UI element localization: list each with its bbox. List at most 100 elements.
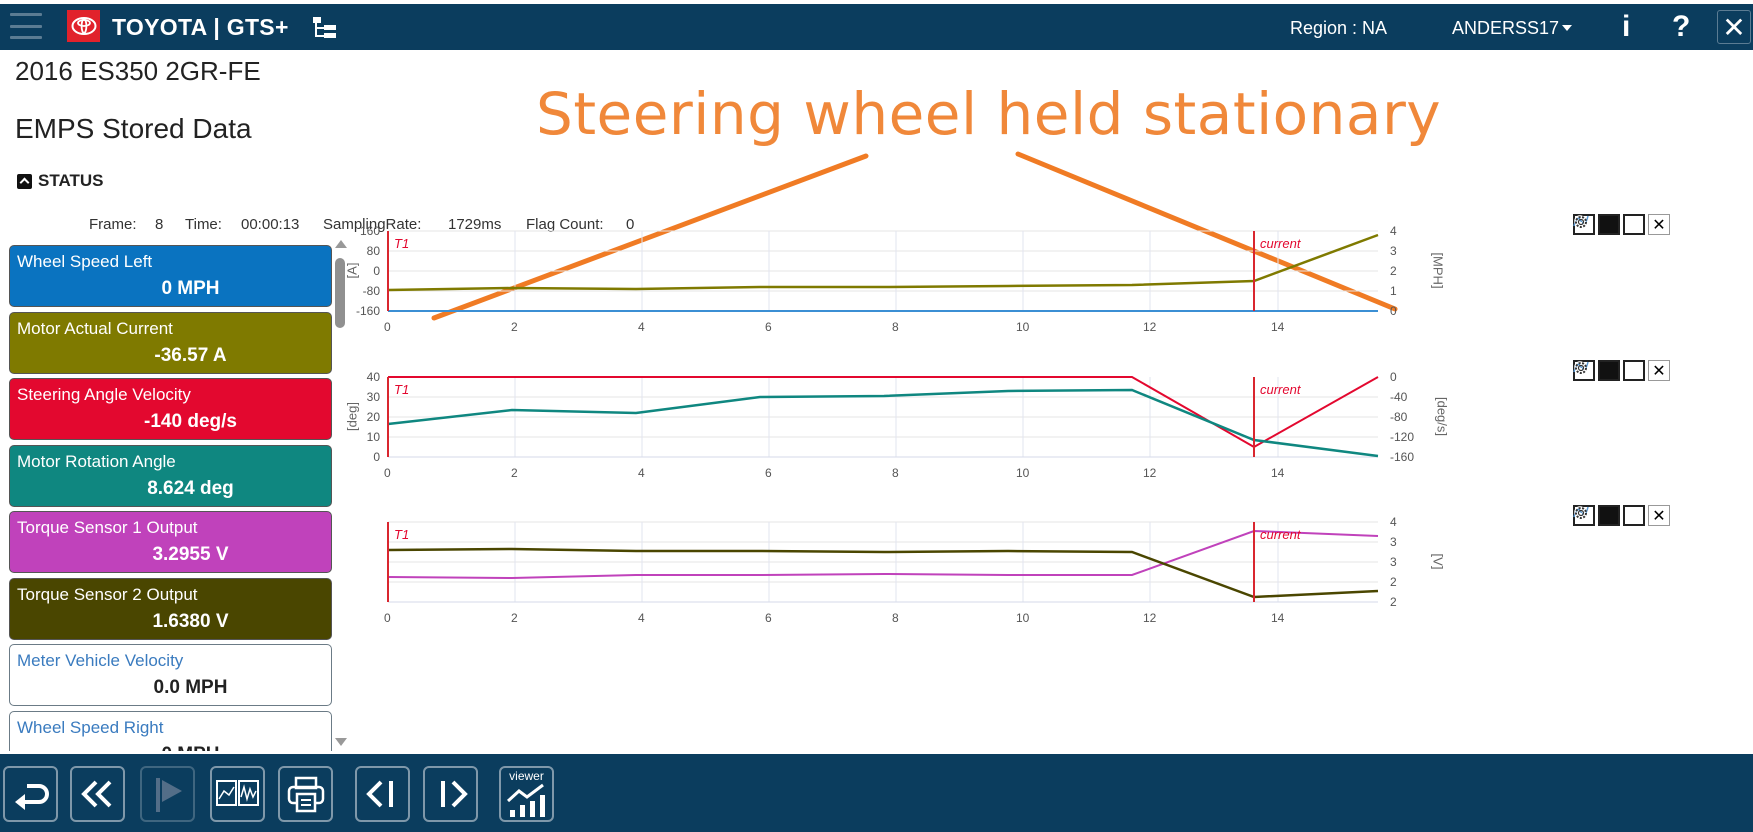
flag-icon (155, 778, 182, 812)
chart-viewer-icon (506, 783, 545, 817)
param-wheel-speed-left[interactable]: Wheel Speed Left 0 MPH (9, 245, 332, 307)
current-marker: current (1260, 527, 1301, 542)
left-axis-unit: [deg] (344, 402, 360, 431)
right-axis-ticks: 4 3 2 1 0 (1390, 224, 1397, 318)
right-axis-ticks: 0 -40 -80 -120 -160 (1390, 370, 1415, 464)
param-name: Wheel Speed Left (17, 252, 153, 271)
status-collapse-toggle[interactable]: STATUS (17, 171, 103, 191)
param-name: Motor Rotation Angle (17, 451, 176, 471)
gear-icon[interactable] (1575, 360, 1645, 381)
current-marker: current (1260, 236, 1301, 251)
annotation-text: Steering wheel held stationary (536, 80, 1442, 148)
tree-view-icon[interactable] (312, 16, 338, 45)
flag-button[interactable] (140, 766, 195, 822)
return-arrow-icon (14, 784, 49, 810)
param-name: Wheel Speed Right (17, 717, 164, 737)
help-button[interactable]: ? (1672, 10, 1691, 43)
param-steering-angle-velocity[interactable]: Steering Angle Velocity -140 deg/s (9, 378, 332, 440)
left-axis-unit: [A] (344, 262, 360, 279)
chart-current-speed[interactable]: T1 current 160 80 0 -80 -160 [A] 4 3 2 1… (345, 214, 1680, 385)
torque-sensor-2-series (387, 547, 1379, 599)
param-name: Meter Vehicle Velocity (17, 651, 184, 670)
param-torque-sensor-1[interactable]: Torque Sensor 1 Output 3.2955 V (9, 511, 332, 573)
motor-current-series (387, 233, 1379, 292)
close-icon[interactable]: ✕ (1648, 505, 1670, 526)
graph-layout-button[interactable] (210, 766, 265, 822)
param-name: Torque Sensor 1 Output (17, 518, 198, 537)
next-frame-button[interactable] (423, 766, 478, 822)
param-value: -36.57 A (154, 344, 227, 366)
param-name: Steering Angle Velocity (17, 385, 191, 404)
time-value: 00:00:13 (241, 216, 300, 233)
region-label: Region : NA (1290, 18, 1388, 38)
param-wheel-speed-right[interactable]: Wheel Speed Right 0 MPH (9, 710, 332, 752)
viewer-button[interactable]: viewer (499, 766, 554, 822)
chart-toolbar: ✕ (1573, 214, 1670, 235)
frame-value: 8 (155, 216, 164, 233)
top-bar: TOYOTA | GTS+ Region : NA ANDERSS17 i ? … (0, 4, 1753, 50)
param-value: 3.2955 V (152, 544, 229, 565)
param-value: 0.0 MPH (153, 677, 228, 698)
sync-icon[interactable] (1574, 505, 1620, 526)
right-axis-unit: [V] (1430, 553, 1446, 570)
close-icon[interactable]: ✕ (1648, 214, 1670, 235)
chevron-up-icon (17, 173, 32, 189)
sync-icon[interactable] (1574, 360, 1620, 381)
close-icon[interactable]: ✕ (1648, 360, 1670, 381)
print-button[interactable] (278, 766, 333, 822)
status-section-label: STATUS (38, 171, 104, 190)
dual-graph-icon (215, 780, 259, 806)
parameter-list[interactable]: Wheel Speed Left 0 MPH Motor Actual Curr… (9, 245, 332, 751)
parameter-list-scrollbar[interactable] (333, 238, 347, 748)
param-motor-actual-current[interactable]: Motor Actual Current -36.57 A (9, 311, 332, 374)
sampling-rate-value: 1729ms (448, 216, 502, 233)
left-axis-ticks: 40 30 20 10 0 (366, 370, 380, 464)
sampling-rate-label: SamplingRate: (323, 216, 422, 233)
scroll-up-icon[interactable] (335, 240, 347, 248)
t1-marker: T1 (394, 236, 410, 251)
first-frame-button[interactable] (70, 766, 125, 822)
motor-angle-series (387, 388, 1379, 458)
param-value: 0 MPH (10, 744, 331, 752)
page-title: EMPS Stored Data (15, 113, 252, 144)
chart-torque-sensors[interactable]: T1 current 4 3 3 2 2 [V] 0 2 4 6 8 10 12 14 ✕ (350, 505, 1680, 676)
param-value: 0 MPH (161, 278, 220, 299)
menu-icon[interactable] (10, 13, 42, 39)
step-back-icon (365, 780, 393, 808)
right-axis-unit: [MPH] (1430, 252, 1446, 289)
vehicle-info: 2016 ES350 2GR-FE (15, 56, 261, 86)
flag-count-value: 0 (626, 216, 635, 233)
info-button[interactable]: i (1622, 10, 1631, 43)
chevron-down-icon (1562, 25, 1573, 31)
flag-count-label: Flag Count: (526, 216, 604, 233)
sync-icon[interactable] (1574, 214, 1620, 235)
param-name: Torque Sensor 2 Output (17, 584, 198, 604)
param-meter-vehicle-velocity[interactable]: Meter Vehicle Velocity 0.0 MPH (9, 644, 332, 706)
step-forward-icon (440, 780, 468, 808)
gear-icon[interactable] (1575, 214, 1645, 235)
torque-sensor-1-series (387, 529, 1379, 580)
viewer-label: viewer (509, 769, 544, 783)
right-axis-ticks: 4 3 3 2 2 (1390, 515, 1397, 609)
bottom-toolbar: viewer (0, 754, 1753, 832)
chart-toolbar: ✕ (1573, 360, 1670, 381)
back-button[interactable] (3, 766, 58, 822)
param-torque-sensor-2[interactable]: Torque Sensor 2 Output 1.6380 V (9, 577, 332, 640)
right-axis-unit: [deg/s] (1434, 396, 1450, 437)
previous-frame-button[interactable] (355, 766, 410, 822)
chart-angle-velocity[interactable]: T1 current 40 30 20 10 0 [deg] 0 -40 -80… (345, 360, 1680, 531)
printer-icon (287, 776, 324, 813)
user-name: ANDERSS17 (1452, 18, 1560, 38)
t1-marker: T1 (394, 382, 410, 397)
param-value: -140 deg/s (144, 411, 237, 432)
scroll-down-icon[interactable] (335, 738, 347, 746)
scroll-thumb[interactable] (335, 258, 345, 328)
frame-label: Frame: (89, 216, 137, 233)
time-label: Time: (185, 216, 222, 233)
gear-icon[interactable] (1575, 505, 1645, 526)
user-menu[interactable]: ANDERSS17 (1452, 18, 1573, 39)
param-value: 1.6380 V (152, 610, 229, 632)
param-value: 8.624 deg (147, 477, 234, 499)
param-motor-rotation-angle[interactable]: Motor Rotation Angle 8.624 deg (9, 444, 332, 507)
close-button[interactable]: ✕ (1717, 10, 1751, 44)
